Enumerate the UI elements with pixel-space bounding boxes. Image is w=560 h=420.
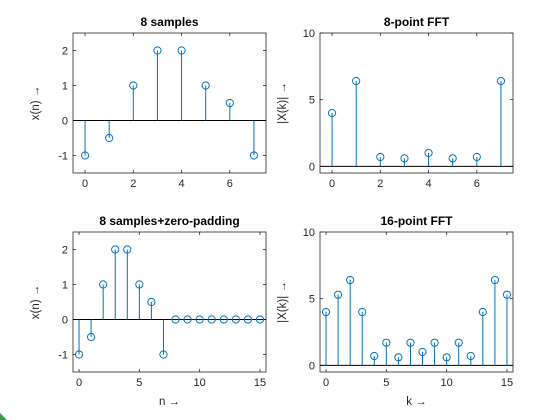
stem-marker (406, 338, 415, 347)
y-tick-label: 1 (62, 280, 68, 292)
stem-marker (111, 245, 120, 254)
stem-marker (105, 133, 114, 143)
y-axis-label: x(n) → (30, 86, 42, 121)
stem-marker (490, 275, 500, 285)
axes-box (72, 231, 267, 373)
x-tick-label: 0 (323, 377, 329, 389)
stem-marker (147, 297, 156, 307)
x-tick-label: 0 (329, 178, 335, 190)
stem-marker (255, 315, 265, 324)
x-axis-label: n → (159, 396, 180, 408)
stem-marker (201, 81, 210, 90)
stem-marker (183, 315, 192, 324)
stem-marker (430, 338, 439, 347)
stem-marker (394, 353, 403, 362)
stem-marker (219, 315, 228, 324)
y-tick-label: 5 (309, 294, 315, 306)
y-tick-label: 5 (309, 95, 315, 107)
stem-marker (382, 338, 391, 347)
stem-marker (321, 307, 331, 317)
x-tick-label: 0 (76, 377, 82, 389)
corner-marker (0, 413, 7, 420)
stem-marker (442, 353, 451, 362)
y-axis-label: |X(k)| → (277, 281, 289, 323)
stem-marker (370, 351, 379, 361)
x-tick-label: 4 (179, 178, 185, 190)
chart-2: 0 2 4 6 0 5 10 8-point FFT |X(k)| → (277, 15, 514, 190)
stem-marker (400, 154, 409, 163)
x-tick-label: 0 (82, 178, 88, 190)
stem-marker (135, 280, 144, 289)
stem-marker (86, 332, 96, 342)
x-tick-label: 15 (501, 377, 513, 389)
stem-marker (249, 151, 259, 160)
stem-marker (129, 81, 138, 90)
y-tick-label: -1 (58, 151, 68, 163)
stem-marker (123, 245, 132, 254)
x-axis-label: k → (406, 396, 426, 408)
stem-marker (478, 307, 487, 317)
stem-marker (74, 350, 84, 359)
stem-marker (502, 290, 512, 299)
x-tick-label: 5 (136, 377, 142, 389)
y-tick-label: 0 (309, 161, 315, 173)
stem-marker (195, 315, 204, 324)
chart-1: 0 2 4 6 -1 0 1 2 8 samples x(n) → (30, 15, 267, 190)
stem-marker (466, 351, 475, 361)
stem-marker (159, 350, 168, 359)
stem-marker (225, 98, 234, 108)
x-tick-label: 5 (383, 377, 389, 389)
stem-marker (472, 152, 481, 162)
y-axis-label: x(n) → (30, 285, 42, 320)
y-tick-label: -1 (58, 350, 68, 362)
stem-marker (153, 46, 162, 55)
x-tick-label: 10 (441, 377, 453, 389)
y-tick-label: 2 (62, 245, 68, 257)
chart-3: 0 5 10 15 -1 0 1 2 8 samples+zero-padding x(n) → n… (30, 214, 267, 408)
stem-marker (418, 347, 427, 357)
y-tick-label: 0 (62, 315, 68, 327)
stem-marker (177, 46, 186, 55)
stem-marker (496, 76, 506, 86)
y-axis-label: |X(k)| → (277, 82, 289, 124)
chart-4: 0 5 10 15 0 5 10 16-point FFT |X(k)| → k → (277, 214, 514, 408)
y-tick-label: 0 (62, 116, 68, 128)
x-tick-label: 2 (130, 178, 136, 190)
axes-box (319, 231, 514, 373)
chart-title: 8 samples (140, 15, 198, 29)
stem-marker (171, 315, 180, 324)
y-tick-label: 10 (303, 227, 315, 239)
x-tick-label: 10 (194, 377, 206, 389)
stem-marker (231, 315, 240, 324)
stem-marker (99, 280, 108, 289)
stem-marker (80, 151, 90, 160)
stem-marker (243, 315, 253, 324)
x-tick-label: 2 (377, 178, 383, 190)
stem-marker (376, 152, 385, 162)
axes-box (72, 32, 267, 174)
stem-marker (454, 338, 463, 347)
chart-title: 16-point FFT (381, 214, 454, 228)
x-tick-label: 4 (426, 178, 432, 190)
y-tick-label: 2 (62, 46, 68, 58)
stem-marker (346, 275, 355, 285)
stem-marker (207, 315, 216, 324)
stem-marker (358, 307, 367, 317)
y-tick-label: 0 (309, 360, 315, 372)
x-tick-label: 6 (227, 178, 233, 190)
stem-marker (333, 290, 343, 299)
chart-title: 8 samples+zero-padding (99, 214, 239, 228)
stem-marker (448, 154, 457, 163)
stem-marker (327, 108, 337, 118)
stem-marker (352, 76, 361, 86)
stem-marker (424, 148, 433, 158)
x-tick-label: 6 (474, 178, 480, 190)
axes-box (319, 32, 514, 174)
chart-title: 8-point FFT (384, 15, 450, 29)
y-tick-label: 1 (62, 81, 68, 93)
y-tick-label: 10 (303, 28, 315, 40)
x-tick-label: 15 (254, 377, 266, 389)
